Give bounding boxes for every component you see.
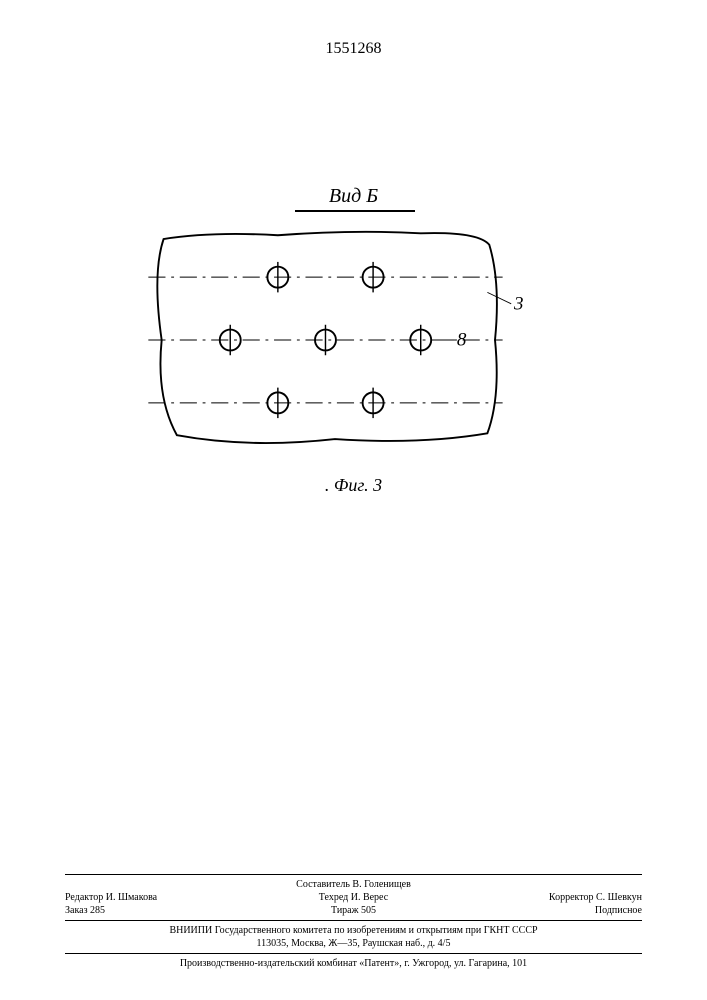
footer-address1: 113035, Москва, Ж—35, Раушская наб., д. …	[65, 937, 642, 950]
footer-rule	[65, 920, 642, 921]
figure-caption: . Фиг. 3	[0, 475, 707, 496]
footer-editor: Редактор И. Шмакова	[65, 891, 257, 904]
view-label: Вид Б	[0, 185, 707, 208]
footer-compiler: Составитель В. Голенищев	[65, 878, 642, 891]
footer-row-order: Заказ 285 Тираж 505 Подписное	[65, 904, 642, 917]
footer: Составитель В. Голенищев Редактор И. Шма…	[65, 871, 642, 970]
footer-rule	[65, 953, 642, 954]
part-outline	[157, 232, 497, 443]
figure-3-diagram: 3 8	[135, 210, 535, 470]
footer-row-credits: Редактор И. Шмакова Техред И. Верес Корр…	[65, 891, 642, 904]
footer-tech-editor: Техред И. Верес	[257, 891, 449, 904]
footer-order: Заказ 285	[65, 904, 257, 917]
callout-leader	[487, 292, 511, 303]
callout-label-hole: 8	[457, 330, 467, 351]
footer-corrector: Корректор С. Шевкун	[450, 891, 642, 904]
patent-page: 1551268 Вид Б	[0, 0, 707, 1000]
footer-org: ВНИИПИ Государственного комитета по изоб…	[65, 924, 642, 937]
footer-rule	[65, 874, 642, 875]
footer-address2: Производственно-издательский комбинат «П…	[65, 957, 642, 970]
callout-label-part: 3	[513, 294, 524, 315]
document-number: 1551268	[0, 40, 707, 58]
footer-subscription: Подписное	[450, 904, 642, 917]
footer-tirazh: Тираж 505	[257, 904, 449, 917]
